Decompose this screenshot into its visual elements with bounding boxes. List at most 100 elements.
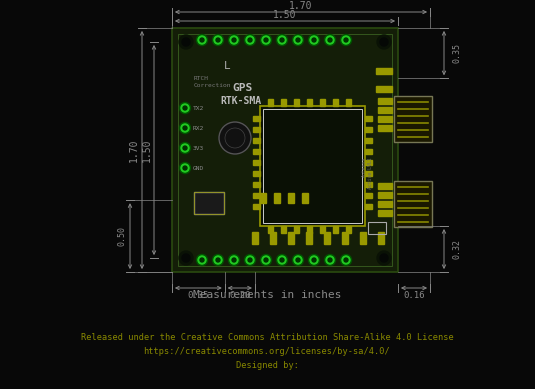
Circle shape — [277, 35, 287, 46]
Circle shape — [296, 258, 300, 262]
Circle shape — [181, 164, 189, 172]
Circle shape — [326, 36, 334, 44]
Bar — [368, 222, 386, 234]
Bar — [378, 210, 392, 216]
Text: 0.50: 0.50 — [118, 226, 126, 246]
Circle shape — [198, 256, 206, 264]
Bar — [378, 107, 392, 113]
Bar — [253, 127, 260, 132]
Circle shape — [181, 104, 189, 112]
Circle shape — [312, 38, 316, 42]
Bar — [294, 226, 299, 233]
Bar — [378, 192, 392, 198]
Bar — [253, 149, 260, 154]
Circle shape — [181, 124, 189, 132]
Circle shape — [293, 254, 303, 266]
Circle shape — [261, 35, 271, 46]
Text: RTCH
Correction: RTCH Correction — [194, 76, 232, 88]
Circle shape — [180, 123, 190, 133]
Circle shape — [228, 35, 240, 46]
Circle shape — [310, 36, 318, 44]
Text: Designed by:: Designed by: — [235, 361, 299, 370]
Bar — [253, 182, 260, 187]
Bar — [260, 193, 266, 203]
Bar — [324, 232, 330, 244]
Bar — [365, 171, 372, 176]
Bar — [394, 181, 432, 227]
Circle shape — [278, 256, 286, 264]
Bar — [365, 127, 372, 132]
Circle shape — [312, 258, 316, 262]
Circle shape — [344, 258, 348, 262]
Text: 3V3: 3V3 — [193, 145, 204, 151]
Circle shape — [328, 38, 332, 42]
Text: 0.20: 0.20 — [229, 291, 250, 300]
Circle shape — [380, 254, 388, 262]
Circle shape — [246, 256, 254, 264]
Bar — [281, 226, 286, 233]
Bar — [365, 116, 372, 121]
Circle shape — [293, 35, 303, 46]
Bar — [270, 232, 276, 244]
Circle shape — [228, 254, 240, 266]
Bar — [378, 98, 392, 104]
Circle shape — [294, 36, 302, 44]
Bar — [178, 34, 392, 266]
Circle shape — [180, 163, 190, 173]
Bar — [342, 232, 348, 244]
Circle shape — [183, 166, 187, 170]
Circle shape — [340, 35, 351, 46]
Circle shape — [244, 35, 256, 46]
Circle shape — [294, 256, 302, 264]
Circle shape — [310, 256, 318, 264]
Bar — [333, 226, 338, 233]
Circle shape — [183, 126, 187, 130]
Bar — [307, 99, 312, 106]
Bar — [302, 193, 308, 203]
Circle shape — [309, 35, 319, 46]
Circle shape — [244, 254, 256, 266]
Circle shape — [232, 258, 236, 262]
Text: Antenna
Active LVL1: Antenna Active LVL1 — [362, 157, 373, 189]
Circle shape — [340, 254, 351, 266]
Bar — [194, 192, 224, 214]
Circle shape — [325, 254, 335, 266]
Bar — [307, 226, 312, 233]
Circle shape — [214, 256, 222, 264]
Circle shape — [212, 254, 224, 266]
Circle shape — [183, 146, 187, 150]
Bar — [365, 182, 372, 187]
Bar — [365, 193, 372, 198]
Bar — [306, 232, 312, 244]
Bar — [346, 226, 351, 233]
Circle shape — [179, 251, 193, 265]
Text: Released under the Creative Commons Attribution Share-Alike 4.0 License: Released under the Creative Commons Attr… — [81, 333, 453, 342]
Text: TX2: TX2 — [193, 105, 204, 110]
Bar — [365, 149, 372, 154]
Bar — [320, 226, 325, 233]
Circle shape — [230, 256, 238, 264]
Circle shape — [328, 258, 332, 262]
Bar — [268, 99, 273, 106]
Bar — [253, 204, 260, 209]
Circle shape — [248, 258, 252, 262]
Bar — [333, 99, 338, 106]
Bar — [253, 116, 260, 121]
Bar — [365, 138, 372, 143]
Bar — [194, 192, 224, 214]
Bar — [252, 232, 258, 244]
Circle shape — [216, 258, 220, 262]
Bar — [288, 232, 294, 244]
Text: RTK-SMA: RTK-SMA — [220, 96, 261, 106]
Bar — [394, 96, 432, 142]
Circle shape — [219, 122, 251, 154]
Circle shape — [232, 38, 236, 42]
Circle shape — [179, 35, 193, 49]
Circle shape — [380, 38, 388, 46]
Circle shape — [277, 254, 287, 266]
Circle shape — [182, 254, 190, 262]
Circle shape — [180, 142, 190, 154]
Text: L: L — [224, 61, 231, 71]
Circle shape — [309, 254, 319, 266]
Circle shape — [264, 38, 268, 42]
